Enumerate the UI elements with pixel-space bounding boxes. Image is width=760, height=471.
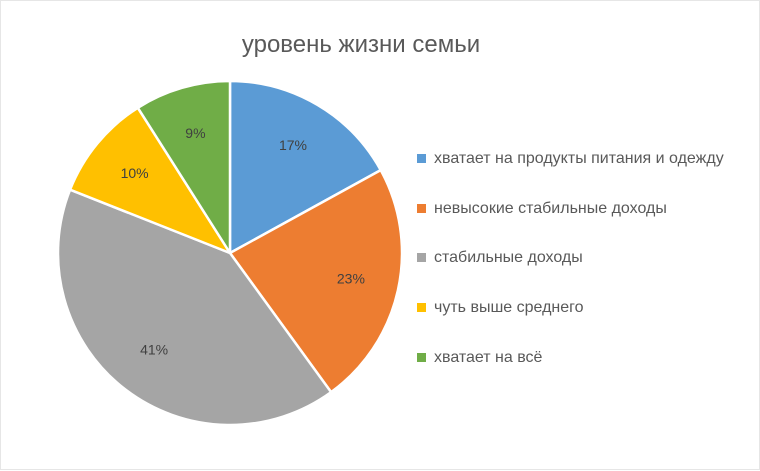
legend-item-4: чуть выше среднего	[417, 296, 737, 319]
legend-swatch-3	[417, 253, 426, 262]
data-label-2: 23%	[337, 271, 365, 287]
legend-item-2: невысокие стабильные доходы	[417, 197, 737, 220]
data-label-4: 10%	[121, 165, 149, 181]
legend-label-1: хватает на продукты питания и одежду	[434, 150, 724, 167]
legend-item-1: хватает на продукты питания и одежду	[417, 147, 737, 170]
legend-label-3: стабильные доходы	[434, 249, 583, 266]
data-label-5: 9%	[185, 125, 205, 141]
chart-title: уровень жизни семьи	[241, 31, 481, 58]
data-label-3: 41%	[140, 342, 168, 358]
legend-label-4: чуть выше среднего	[434, 299, 584, 316]
legend-swatch-2	[417, 204, 426, 213]
data-label-1: 17%	[279, 137, 307, 153]
legend-label-2: невысокие стабильные доходы	[434, 200, 667, 217]
pie-slice-3	[56, 188, 333, 427]
legend-item-3: стабильные доходы	[417, 246, 737, 269]
legend-swatch-1	[417, 154, 426, 163]
legend-item-5: хватает на всё	[417, 346, 737, 369]
legend-label-5: хватает на всё	[434, 349, 543, 366]
pie-slice-4	[68, 106, 232, 255]
legend-swatch-4	[417, 303, 426, 312]
legend-swatch-5	[417, 353, 426, 362]
pie-slice-1	[228, 79, 382, 255]
pie-slice-5	[136, 79, 232, 255]
pie-slice-2	[228, 168, 404, 394]
